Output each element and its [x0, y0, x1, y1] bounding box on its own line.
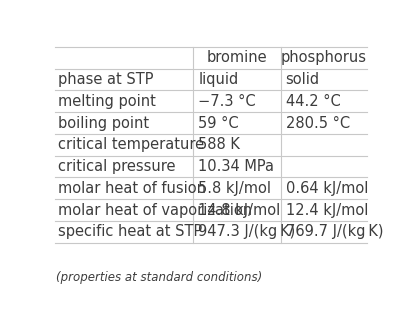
Text: (properties at standard conditions): (properties at standard conditions)	[56, 271, 262, 284]
Text: molar heat of fusion: molar heat of fusion	[58, 181, 206, 196]
Text: 588 K: 588 K	[198, 137, 240, 152]
Text: phase at STP: phase at STP	[58, 72, 154, 87]
Text: 59 °C: 59 °C	[198, 115, 239, 130]
Text: boiling point: boiling point	[58, 115, 150, 130]
Text: phosphorus: phosphorus	[281, 50, 367, 65]
Text: critical pressure: critical pressure	[58, 159, 176, 174]
Text: molar heat of vaporization: molar heat of vaporization	[58, 203, 252, 218]
Text: critical temperature: critical temperature	[58, 137, 205, 152]
Text: 14.8 kJ/mol: 14.8 kJ/mol	[198, 203, 280, 218]
Text: −7.3 °C: −7.3 °C	[198, 94, 256, 109]
Text: 280.5 °C: 280.5 °C	[286, 115, 350, 130]
Text: 769.7 J/(kg K): 769.7 J/(kg K)	[286, 224, 383, 239]
Text: 44.2 °C: 44.2 °C	[286, 94, 340, 109]
Text: specific heat at STP: specific heat at STP	[58, 224, 203, 239]
Text: liquid: liquid	[198, 72, 238, 87]
Text: melting point: melting point	[58, 94, 156, 109]
Text: solid: solid	[286, 72, 320, 87]
Text: 10.34 MPa: 10.34 MPa	[198, 159, 274, 174]
Text: 5.8 kJ/mol: 5.8 kJ/mol	[198, 181, 271, 196]
Text: 947.3 J/(kg K): 947.3 J/(kg K)	[198, 224, 296, 239]
Text: 0.64 kJ/mol: 0.64 kJ/mol	[286, 181, 368, 196]
Text: bromine: bromine	[207, 50, 268, 65]
Text: 12.4 kJ/mol: 12.4 kJ/mol	[286, 203, 368, 218]
